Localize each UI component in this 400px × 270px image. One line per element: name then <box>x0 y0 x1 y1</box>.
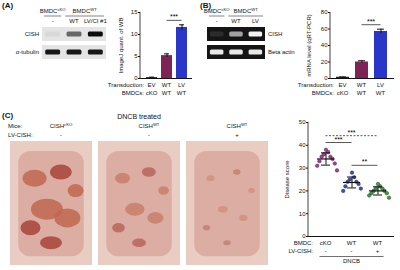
html-text:(B): (B) <box>200 1 212 10</box>
html-text:BMDCs: cKO: BMDCs: cKO <box>121 90 158 96</box>
html-text:(C): (C) <box>2 111 14 120</box>
html-text:BMDCcKO: BMDCcKO <box>39 7 66 14</box>
html-text:(A): (A) <box>2 1 14 10</box>
html-text:Beta actin: Beta actin <box>268 49 295 55</box>
html-text:CISHWT: CISHWT <box>226 122 248 129</box>
html-text:WT: WT <box>346 240 357 246</box>
html-text:WT: WT <box>176 90 187 96</box>
html-text:CISHWT: CISHWT <box>138 122 160 129</box>
html-text:CISH: CISH <box>268 31 283 37</box>
html-text:WT: WT <box>231 18 241 24</box>
html-text:LV-CISH:: LV-CISH: <box>8 132 33 138</box>
html-text:BMDCcKO: BMDCcKO <box>203 7 230 14</box>
svg-text:**: ** <box>362 158 368 165</box>
svg-text:Disease score: Disease score <box>284 160 290 199</box>
html-text:BMDCs: cKO: BMDCs: cKO <box>311 90 349 96</box>
html-text:Mice:: Mice: <box>8 123 23 129</box>
html-text:BMDCWT: BMDCWT <box>233 7 258 14</box>
html-text:LV: LV <box>251 18 259 24</box>
html-text:WT: WT <box>69 18 79 24</box>
svg-text:***: *** <box>334 136 342 143</box>
html-text:WT: WT <box>375 90 386 96</box>
html-text:LV-CISH:: LV-CISH: <box>288 248 313 254</box>
html-text:EV: EV <box>147 82 156 88</box>
svg-text:0: 0 <box>324 75 328 81</box>
html-text:LV: LV <box>377 82 384 88</box>
svg-text:***: *** <box>367 18 375 25</box>
html-text:WT: WT <box>372 240 383 246</box>
html-text:α-tubulin: α-tubulin <box>15 49 39 55</box>
html-text:DNCB treated: DNCB treated <box>117 113 161 120</box>
svg-text:40: 40 <box>321 42 328 48</box>
svg-text:mRNA level (qRT-PCR): mRNA level (qRT-PCR) <box>306 14 312 77</box>
svg-text:0: 0 <box>302 233 306 239</box>
html-text:WT: WT <box>161 90 172 96</box>
svg-text:30: 30 <box>299 165 306 171</box>
html-text:WT: WT <box>356 82 367 88</box>
svg-text:***: *** <box>347 129 355 136</box>
html-text:BMDCWT: BMDCWT <box>72 7 97 14</box>
html-text:WT: WT <box>161 82 172 88</box>
html-text:cKO: cKO <box>319 240 332 246</box>
svg-text:15: 15 <box>131 9 138 15</box>
html-text:DNCB: DNCB <box>343 258 360 264</box>
svg-text:80: 80 <box>321 9 328 15</box>
html-text:EV: EV <box>338 82 347 88</box>
svg-text:20: 20 <box>299 188 306 194</box>
svg-text:10: 10 <box>299 211 306 217</box>
svg-text:50: 50 <box>299 119 306 125</box>
html-text:Transduction:: Transduction: <box>297 82 334 88</box>
html-text:CISH: CISH <box>24 31 39 37</box>
svg-text:5: 5 <box>134 53 138 59</box>
html-text:Transduction:: Transduction: <box>107 82 144 88</box>
html-text:LV: LV <box>178 82 185 88</box>
html-text:LV/CI #1: LV/CI #1 <box>83 18 107 24</box>
html-text:CISHcKO: CISHcKO <box>49 122 73 129</box>
html-text:BMDC:: BMDC: <box>293 240 313 246</box>
svg-text:***: *** <box>170 13 178 20</box>
svg-text:20: 20 <box>321 59 328 65</box>
svg-text:ImageJ quant. of WB: ImageJ quant. of WB <box>118 17 124 73</box>
svg-text:40: 40 <box>299 142 306 148</box>
svg-text:0: 0 <box>134 75 138 81</box>
html-text:WT: WT <box>356 90 367 96</box>
svg-text:60: 60 <box>321 26 328 32</box>
svg-text:10: 10 <box>131 31 138 37</box>
